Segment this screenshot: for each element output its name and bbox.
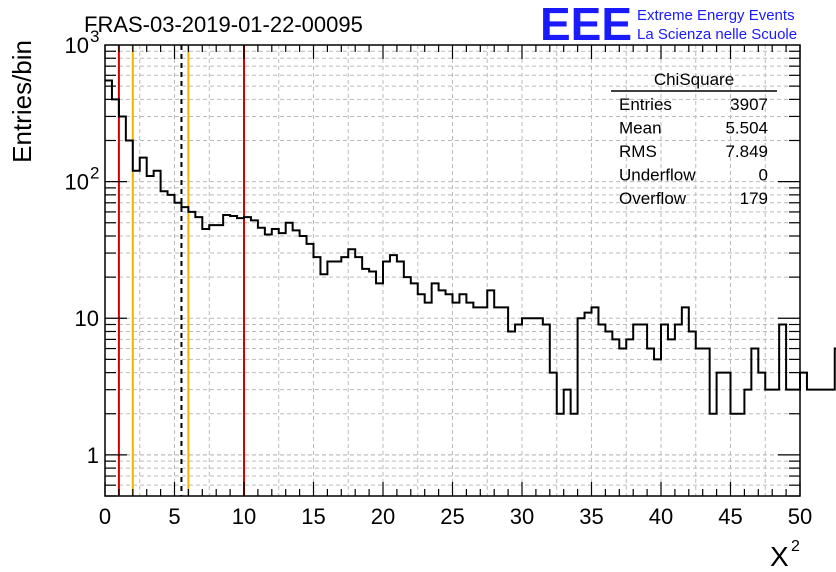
grid-lines bbox=[105, 45, 800, 497]
logo-mark: EEE bbox=[540, 0, 632, 50]
x-tick-label: 50 bbox=[788, 504, 812, 529]
y-tick-label-exp: 2 bbox=[90, 164, 99, 183]
stats-box: ChiSquare Entries 3907 Mean 5.504 RMS 7.849 Un… bbox=[611, 70, 777, 208]
y-tick-label-base: 10 bbox=[65, 170, 89, 195]
stats-label: Entries bbox=[619, 95, 672, 114]
x-axis-title: X 2 bbox=[770, 538, 800, 572]
y-axis-title: Entries/bin bbox=[7, 40, 37, 163]
x-tick-label: 40 bbox=[649, 504, 673, 529]
stats-value: 7.849 bbox=[725, 142, 768, 161]
y-tick-label: 10 2 bbox=[65, 164, 100, 195]
x-axis-ticks: 0 5 10 15 20 25 30 35 40 45 50 bbox=[99, 45, 812, 529]
logo-line-2: La Scienza nelle Scuole bbox=[637, 26, 797, 43]
x-tick-label: 35 bbox=[579, 504, 603, 529]
marker-lines bbox=[117, 45, 245, 496]
histogram-line bbox=[105, 79, 836, 415]
stats-label: Underflow bbox=[619, 166, 696, 185]
stats-value: 179 bbox=[740, 189, 768, 208]
stats-value: 3907 bbox=[730, 95, 768, 114]
eee-logo: EEE Extreme Energy Events La Scienza nel… bbox=[540, 0, 797, 50]
y-tick-label-base: 1 bbox=[87, 443, 99, 468]
x-tick-label: 20 bbox=[371, 504, 395, 529]
x-axis-title-sup: 2 bbox=[791, 538, 800, 555]
logo-line-1: Extreme Energy Events bbox=[637, 7, 795, 24]
x-tick-label: 5 bbox=[168, 504, 180, 529]
chart-title: FRAS-03-2019-01-22-00095 bbox=[84, 12, 363, 37]
stats-title: ChiSquare bbox=[654, 70, 734, 89]
stats-value: 0 bbox=[759, 166, 768, 185]
stats-label: Overflow bbox=[619, 189, 687, 208]
stats-label: RMS bbox=[619, 142, 657, 161]
y-tick-label-exp: 3 bbox=[90, 27, 99, 46]
x-axis-title-main: X bbox=[770, 541, 789, 572]
y-tick-label-base: 10 bbox=[65, 33, 89, 58]
y-tick-label: 10 3 bbox=[65, 27, 100, 58]
x-tick-label: 45 bbox=[718, 504, 742, 529]
x-tick-label: 0 bbox=[99, 504, 111, 529]
y-tick-label: 10 bbox=[75, 306, 99, 331]
stats-label: Mean bbox=[619, 119, 662, 138]
x-tick-label: 30 bbox=[510, 504, 534, 529]
y-tick-label-base: 10 bbox=[75, 306, 99, 331]
y-tick-label: 1 bbox=[87, 443, 99, 468]
x-tick-label: 25 bbox=[440, 504, 464, 529]
x-tick-label: 10 bbox=[232, 504, 256, 529]
stats-value: 5.504 bbox=[725, 119, 768, 138]
x-tick-label: 15 bbox=[301, 504, 325, 529]
